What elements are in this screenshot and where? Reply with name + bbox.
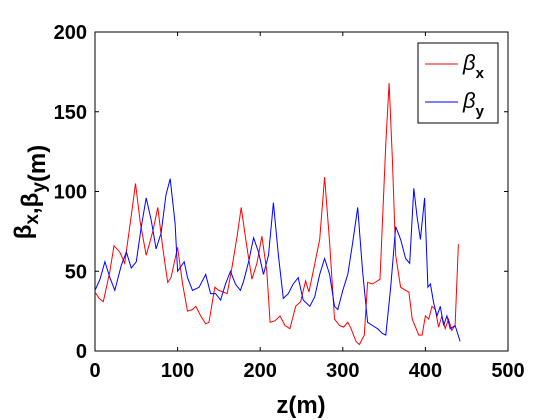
y-tick-label: 100 bbox=[54, 182, 87, 204]
y-axis-label: βx,βy(m) bbox=[10, 145, 51, 239]
y-tick-label: 50 bbox=[65, 261, 87, 283]
legend-box bbox=[417, 42, 499, 124]
series-line-x bbox=[94, 82, 459, 346]
y-tick-label: 150 bbox=[54, 102, 87, 124]
x-axis-label: z(m) bbox=[276, 392, 325, 419]
x-tick-label: 400 bbox=[409, 360, 442, 382]
ticks-layer: 0 100 200 300 400 500 0 50 100 150 200 bbox=[54, 22, 525, 382]
x-tick-label: 0 bbox=[89, 360, 100, 382]
series-layer bbox=[94, 82, 461, 346]
x-tick-label: 200 bbox=[244, 360, 277, 382]
y-tick-label: 200 bbox=[54, 22, 87, 44]
x-tick-label: 100 bbox=[161, 360, 194, 382]
y-tick-label: 0 bbox=[76, 341, 87, 363]
x-tick-label: 500 bbox=[491, 360, 524, 382]
x-tick-label: 300 bbox=[326, 360, 359, 382]
series-line-y bbox=[94, 178, 461, 342]
